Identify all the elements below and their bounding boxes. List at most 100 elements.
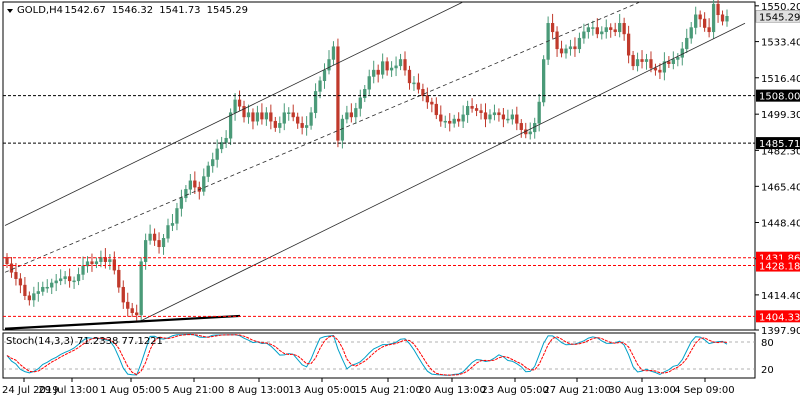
candle-body[interactable] (300, 123, 304, 128)
candle-body[interactable] (161, 238, 166, 248)
candle-body[interactable] (117, 269, 121, 288)
candle-body[interactable] (573, 46, 577, 50)
candle-body[interactable] (121, 286, 125, 303)
candle-body[interactable] (385, 61, 389, 71)
candle-body[interactable] (228, 112, 233, 139)
candle-body[interactable] (166, 225, 170, 239)
candle-body[interactable] (304, 125, 309, 128)
candle-body[interactable] (389, 67, 394, 71)
candle-body[interactable] (367, 76, 371, 90)
candle-body[interactable] (698, 14, 702, 20)
candle-body[interactable] (349, 112, 353, 118)
candle-body[interactable] (273, 120, 277, 128)
candle-body[interactable] (658, 69, 662, 73)
candle-body[interactable] (152, 233, 157, 241)
candle-body[interactable] (179, 197, 184, 209)
candle-body[interactable] (640, 59, 644, 62)
candle-body[interactable] (233, 99, 237, 113)
candle-body[interactable] (130, 308, 134, 314)
candle-body[interactable] (470, 106, 474, 109)
candle-body[interactable] (345, 112, 349, 120)
candle-body[interactable] (635, 59, 640, 67)
candle-body[interactable] (720, 14, 725, 22)
candle-body[interactable] (609, 27, 613, 30)
candle-body[interactable] (416, 82, 421, 90)
candle-body[interactable] (72, 280, 76, 283)
candle-body[interactable] (689, 27, 693, 39)
candle-body[interactable] (211, 159, 215, 167)
candle-body[interactable] (381, 61, 385, 75)
candle-body[interactable] (41, 286, 45, 292)
trend-channel-line[interactable] (139, 22, 746, 322)
candle-body[interactable] (694, 14, 698, 28)
candle-body[interactable] (264, 112, 269, 120)
candle-body[interactable] (662, 61, 667, 73)
candle-body[interactable] (626, 33, 631, 56)
candle-body[interactable] (85, 261, 90, 267)
candle-body[interactable] (322, 69, 327, 82)
candle-body[interactable] (269, 112, 273, 122)
candle-body[interactable] (483, 112, 488, 120)
candle-body[interactable] (448, 120, 452, 124)
trend-channel-line[interactable] (4, 1, 641, 273)
candle-body[interactable] (600, 31, 604, 35)
support-trendline[interactable] (4, 314, 241, 330)
candle-body[interactable] (559, 48, 564, 54)
candle-body[interactable] (242, 106, 246, 118)
candle-body[interactable] (461, 114, 465, 122)
candle-body[interactable] (81, 265, 85, 275)
candle-body[interactable] (488, 114, 492, 120)
candle-body[interactable] (148, 233, 152, 241)
candle-body[interactable] (506, 118, 510, 121)
candle-body[interactable] (206, 165, 210, 177)
candle-body[interactable] (394, 65, 398, 69)
candle-body[interactable] (59, 278, 63, 282)
candle-body[interactable] (644, 59, 649, 62)
candle-body[interactable] (287, 112, 291, 114)
candle-body[interactable] (398, 59, 403, 67)
candle-body[interactable] (622, 23, 626, 35)
candle-body[interactable] (528, 131, 532, 135)
candle-body[interactable] (220, 142, 224, 150)
candle-body[interactable] (67, 276, 72, 282)
candle-body[interactable] (291, 112, 295, 118)
candle-body[interactable] (50, 282, 54, 288)
candle-body[interactable] (296, 116, 300, 124)
candle-body[interactable] (542, 59, 546, 103)
candle-body[interactable] (9, 263, 14, 273)
candle-body[interactable] (582, 31, 586, 39)
candle-body[interactable] (479, 110, 483, 113)
candle-body[interactable] (425, 95, 430, 103)
candle-body[interactable] (613, 29, 617, 33)
candle-body[interactable] (5, 257, 9, 265)
candle-body[interactable] (711, 3, 716, 33)
candle-body[interactable] (439, 114, 443, 122)
candle-body[interactable] (671, 59, 675, 64)
candle-body[interactable] (126, 301, 130, 309)
candle-body[interactable] (457, 118, 461, 122)
candle-body[interactable] (18, 278, 23, 286)
candle-body[interactable] (108, 259, 112, 262)
candle-body[interactable] (685, 37, 689, 50)
candle-body[interactable] (680, 48, 684, 58)
candle-body[interactable] (224, 137, 228, 143)
candle-body[interactable] (309, 112, 313, 126)
candle-body[interactable] (32, 293, 36, 301)
candle-body[interactable] (430, 101, 434, 105)
candle-body[interactable] (54, 280, 58, 284)
candle-body[interactable] (707, 27, 711, 33)
candle-body[interactable] (193, 180, 197, 188)
candle-body[interactable] (340, 118, 345, 141)
candle-body[interactable] (358, 97, 362, 109)
candle-body[interactable] (725, 16, 729, 22)
candle-body[interactable] (519, 123, 523, 130)
candle-body[interactable] (112, 259, 116, 271)
candle-body[interactable] (237, 99, 242, 107)
candle-body[interactable] (143, 240, 148, 262)
candle-body[interactable] (412, 82, 416, 85)
candle-body[interactable] (667, 61, 671, 64)
candle-body[interactable] (202, 176, 206, 192)
candle-body[interactable] (649, 59, 653, 69)
candle-body[interactable] (36, 291, 40, 294)
